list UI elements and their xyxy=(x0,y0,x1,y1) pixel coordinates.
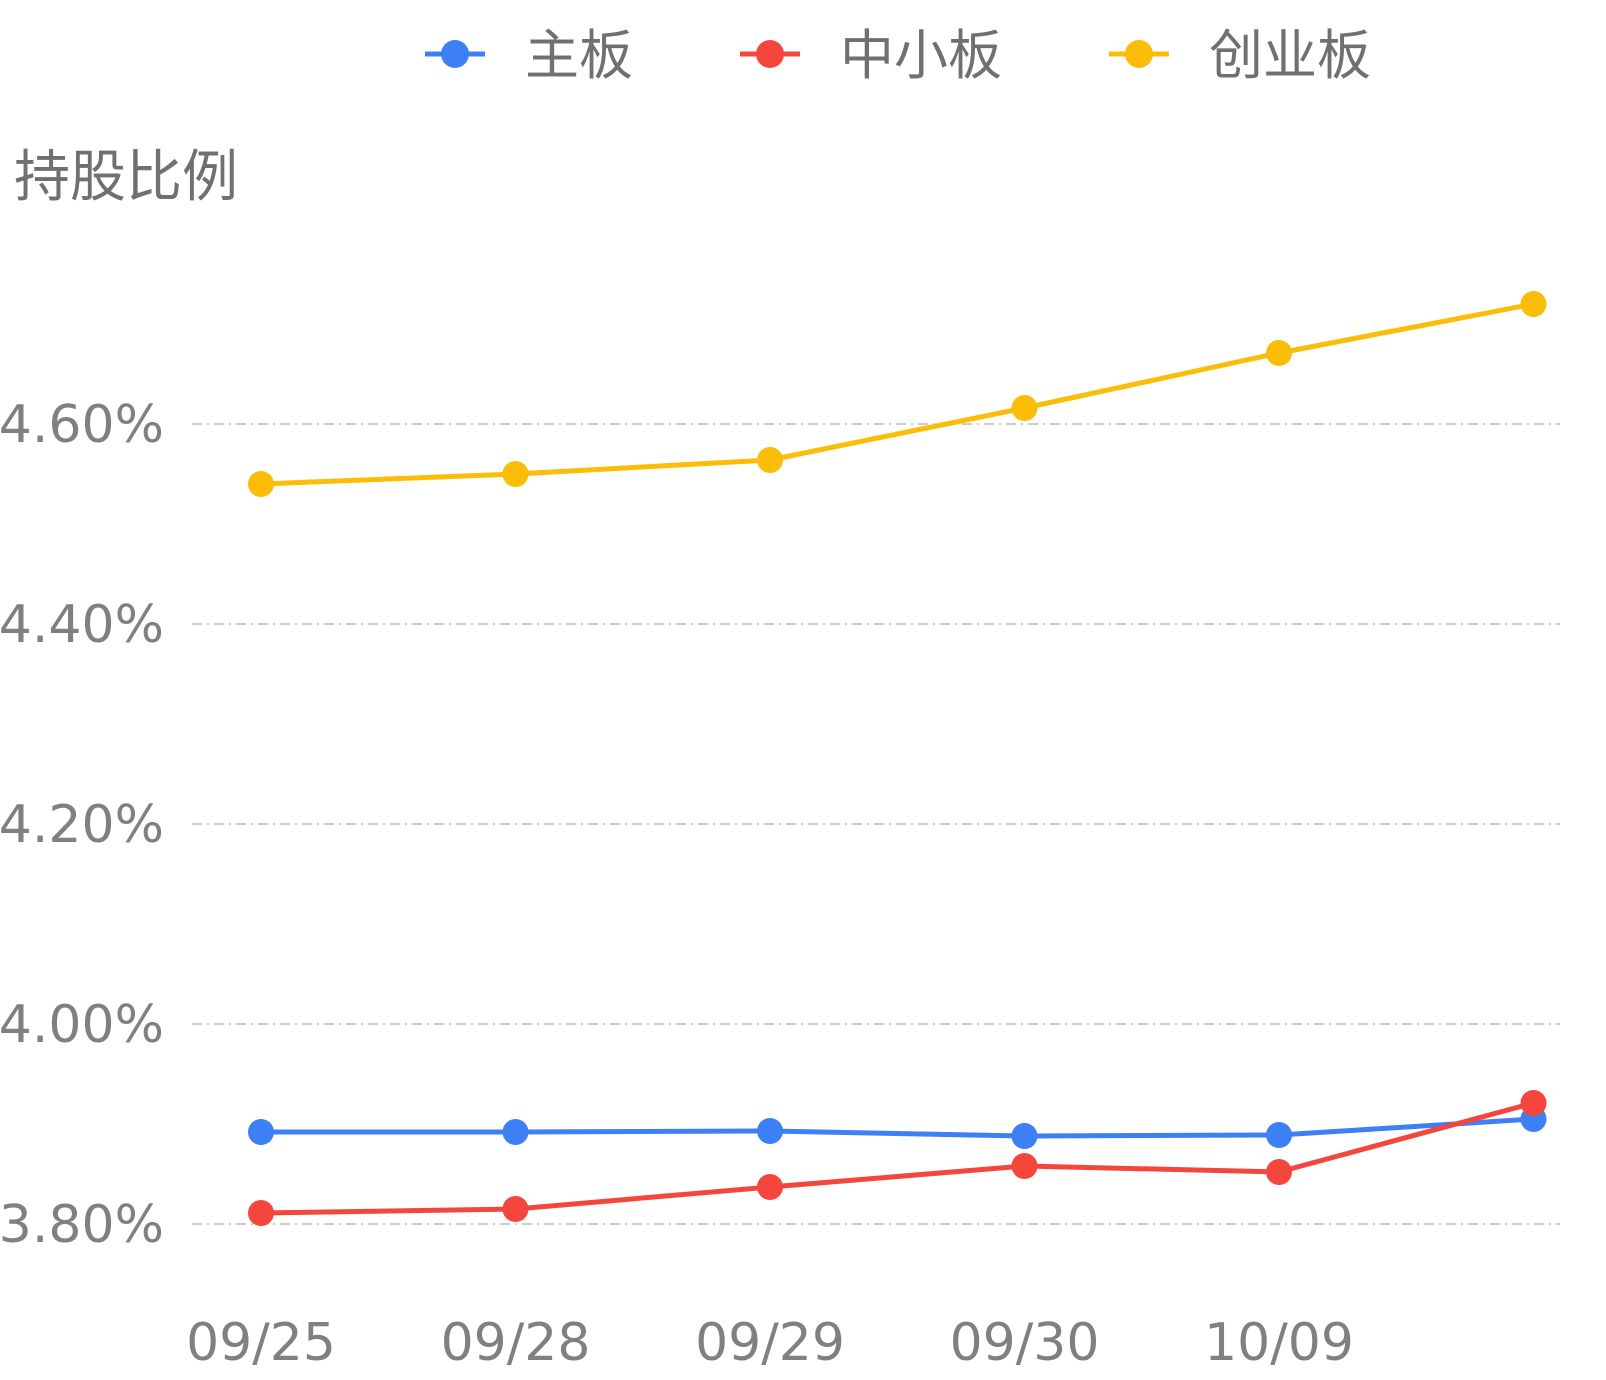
legend-label: 创业板 xyxy=(1209,24,1371,87)
series xyxy=(248,1090,1547,1226)
legend-item: 主板 xyxy=(425,24,633,87)
legend-dot-marker xyxy=(1125,40,1153,68)
x-tick-label: 09/30 xyxy=(950,1313,1100,1373)
y-tick-label: 4.60% xyxy=(0,395,164,455)
data-point xyxy=(248,1200,274,1226)
legend: 主板 中小板 创业板 xyxy=(425,24,1371,87)
legend-item: 创业板 xyxy=(1109,24,1371,87)
legend-item: 中小板 xyxy=(740,24,1002,87)
data-point xyxy=(502,1196,529,1222)
y-tick-label: 4.40% xyxy=(0,595,164,655)
data-point xyxy=(1520,291,1547,317)
series xyxy=(248,291,1547,497)
data-point xyxy=(757,1174,783,1200)
data-point xyxy=(1520,1090,1547,1116)
grid-lines xyxy=(192,423,1560,1225)
data-point xyxy=(1266,340,1292,366)
x-tick-label: 09/29 xyxy=(695,1313,845,1373)
series-group xyxy=(248,291,1547,1226)
data-point xyxy=(502,1119,529,1145)
data-point xyxy=(248,471,274,497)
data-point xyxy=(1011,395,1038,421)
series-line xyxy=(260,301,1534,487)
x-tick-label: 10/09 xyxy=(1204,1313,1354,1373)
series xyxy=(248,1106,1547,1149)
legend-label: 主板 xyxy=(525,24,633,87)
y-tick-label: 3.80% xyxy=(0,1195,164,1255)
data-point xyxy=(1266,1159,1292,1185)
legend-dot-marker xyxy=(756,40,784,68)
x-tick-label: 09/28 xyxy=(441,1313,591,1373)
y-tick-label: 4.00% xyxy=(0,995,164,1055)
data-point xyxy=(1011,1123,1038,1149)
data-point xyxy=(502,461,529,487)
x-axis-tick-labels: 09/25 09/28 09/29 09/30 10/09 xyxy=(186,1313,1354,1373)
x-tick-label: 09/25 xyxy=(186,1313,336,1373)
y-tick-label: 4.20% xyxy=(0,795,164,855)
y-axis-title: 持股比例 xyxy=(14,145,238,210)
data-point xyxy=(1266,1122,1292,1148)
series-line xyxy=(261,1116,1534,1139)
series-line xyxy=(260,1100,1535,1216)
data-point xyxy=(757,447,783,473)
legend-label: 中小板 xyxy=(840,24,1002,87)
y-axis-tick-labels: 3.80% 4.00% 4.20% 4.40% 4.60% xyxy=(0,395,164,1255)
legend-dot-marker xyxy=(441,40,469,68)
data-point xyxy=(1011,1153,1038,1179)
data-point xyxy=(757,1118,783,1144)
data-point xyxy=(248,1119,274,1145)
